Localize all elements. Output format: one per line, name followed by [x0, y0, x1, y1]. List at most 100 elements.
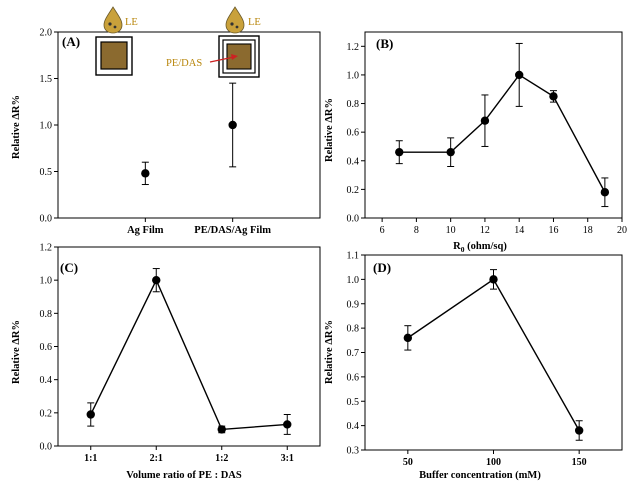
panel-a-ytick-label: 1.5	[40, 74, 53, 85]
panel-b-ytick-label: 0.4	[347, 156, 360, 167]
panel-c-point	[283, 420, 292, 429]
panel-c-ytick-label: 1.0	[40, 276, 53, 287]
panel-d-ytick-label: 0.9	[347, 299, 360, 310]
panel-a-ytick-label: 1.0	[40, 121, 53, 132]
panel-b-xlabel-rest: (ohm/sq)	[465, 241, 508, 252]
panel-c-ytick-label: 0.8	[40, 309, 53, 320]
panel-c-point	[152, 275, 161, 285]
inset-arrow-head	[231, 54, 238, 60]
drop-dot-4	[235, 25, 239, 29]
panel-c-xtick-label: 2:1	[150, 453, 163, 464]
panel-c-label: (C)	[60, 260, 78, 275]
panel-d-xlabel: Buffer concentration (mM)	[419, 470, 541, 481]
panel-c-plot: 0.0 0.2 0.4 0.6 0.8 1.0 1.2 1:1 2:1 1:2 3:1	[40, 243, 321, 464]
panel-b-point	[480, 116, 490, 125]
panel-d-ytick-label: 0.6	[347, 372, 360, 383]
pe-das-film-square	[226, 43, 252, 70]
panel-b-ylabel: Relative ΔR%	[324, 98, 335, 162]
panel-c-ytick-label: 0.4	[40, 375, 53, 386]
panel-d: (D) Relative ΔR% Buffer concentration (m…	[324, 251, 623, 481]
panel-d-xtick-label: 150	[572, 457, 587, 468]
panel-a-ylabel: Relative ΔR%	[11, 95, 22, 159]
panel-b-point	[600, 188, 610, 197]
panel-b-point	[446, 147, 455, 157]
panel-d-ytick-label: 1.0	[347, 275, 360, 286]
panel-b-ytick-label: 1.2	[347, 42, 360, 53]
panel-b-xtick-label: 6	[380, 225, 385, 236]
panel-d-series-line	[407, 278, 580, 431]
panel-a-label: (A)	[62, 34, 80, 49]
panel-b-xtick-label: 16	[548, 225, 558, 236]
panel-b-xlabel-sub: 0	[461, 245, 465, 254]
panel-d-ytick-label: 0.7	[347, 348, 360, 359]
drop-icon-2	[225, 6, 245, 34]
panel-d-xtick-label: 100	[486, 457, 501, 468]
panel-b-xtick-label: 18	[583, 225, 593, 236]
panel-b-xlabel: R0 (ohm/sq)	[453, 241, 507, 254]
panel-b-point	[549, 92, 558, 101]
panel-b-label: (B)	[376, 36, 393, 51]
inset-arrow-line	[209, 56, 235, 63]
panel-b-series-line	[399, 73, 606, 193]
ag-film-inset: LE	[95, 6, 138, 76]
panel-c-xlabel: Volume ratio of PE : DAS	[126, 470, 242, 481]
panel-c-point	[217, 425, 226, 434]
panel-b-ytick-label: 0.0	[347, 214, 360, 225]
panel-b-xtick-label: 20	[617, 225, 627, 236]
panel-a-xtick-label: Ag Film	[127, 225, 164, 236]
panel-d-point	[489, 275, 498, 284]
panel-a-xtick-label: PE/DAS/Ag Film	[194, 225, 271, 236]
panel-a-ytick-label: 0.5	[40, 167, 53, 178]
pe-das-film-inset: LE PE/DAS	[166, 6, 261, 78]
panel-b: (B) Relative ΔR% R0 (ohm/sq) 0.0 0.2 0.4 0.…	[324, 31, 627, 254]
panel-c-ylabel: Relative ΔR%	[11, 320, 22, 384]
drop-dot-3	[230, 22, 234, 26]
panel-a-ytick-label: 0.0	[40, 214, 53, 225]
panel-c: (C) Relative ΔR% Volume ratio of PE : DA…	[11, 243, 321, 481]
panel-c-ytick-label: 0.6	[40, 342, 53, 353]
panel-b-plot: 0.0 0.2 0.4 0.6 0.8 1.0 1.2 6 8 10 12 14 16 18 20	[347, 31, 627, 236]
panel-b-ytick-label: 0.8	[347, 99, 360, 110]
inset-le-label-2: LE	[248, 17, 261, 28]
drop-icon-1	[103, 6, 123, 34]
panel-d-ytick-label: 0.8	[347, 324, 360, 335]
panel-b-frame	[364, 31, 623, 219]
panel-d-ytick-label: 0.3	[347, 446, 360, 457]
panel-c-ytick-label: 1.2	[40, 243, 53, 254]
panel-b-ytick-label: 0.2	[347, 185, 360, 196]
panel-b-xtick-label: 10	[446, 225, 456, 236]
drop-dot-1	[108, 22, 112, 26]
panel-c-series-line	[90, 278, 288, 431]
panel-d-ytick-label: 1.1	[347, 251, 360, 262]
panel-c-ytick-label: 0.2	[40, 408, 53, 419]
inset-le-label-1: LE	[125, 17, 138, 28]
panel-a-point	[141, 169, 150, 178]
panel-a: (A) Relative ΔR% 0.0 0.5 1.0 1.5 2.0 Ag Film P…	[11, 6, 321, 236]
panel-d-xtick-label: 50	[403, 457, 413, 468]
ag-film-square	[100, 41, 128, 70]
panel-c-frame	[57, 246, 321, 447]
panel-d-ytick-label: 0.5	[347, 397, 360, 408]
panel-a-plot: 0.0 0.5 1.0 1.5 2.0 Ag Film PE/DAS/Ag Film	[40, 28, 321, 236]
panel-b-xtick-label: 14	[514, 225, 524, 236]
panel-c-xtick-label: 3:1	[281, 453, 294, 464]
panel-d-ytick-label: 0.4	[347, 421, 360, 432]
panel-c-xtick-label: 1:2	[215, 453, 228, 464]
panel-d-point	[574, 426, 584, 435]
panel-c-xtick-label: 1:1	[84, 453, 97, 464]
panel-b-xtick-label: 8	[414, 225, 419, 236]
panel-d-point	[403, 333, 413, 343]
drop-dot-2	[113, 25, 117, 29]
panel-a-ytick-label: 2.0	[40, 28, 53, 39]
panel-a-point	[228, 120, 237, 130]
panel-b-xlabel-main: R	[453, 241, 461, 252]
panel-d-ylabel: Relative ΔR%	[324, 320, 335, 384]
panel-d-label: (D)	[373, 260, 391, 275]
panel-b-ytick-label: 0.6	[347, 128, 360, 139]
panel-b-point	[395, 147, 404, 157]
panel-c-point	[86, 410, 95, 419]
panel-b-xtick-label: 12	[480, 225, 490, 236]
panel-d-plot: 0.3 0.4 0.5 0.6 0.7 0.8 0.9 1.0 1.1 50 100 150	[347, 251, 623, 468]
panel-c-ytick-label: 0.0	[40, 442, 53, 453]
panel-b-point	[515, 70, 524, 80]
